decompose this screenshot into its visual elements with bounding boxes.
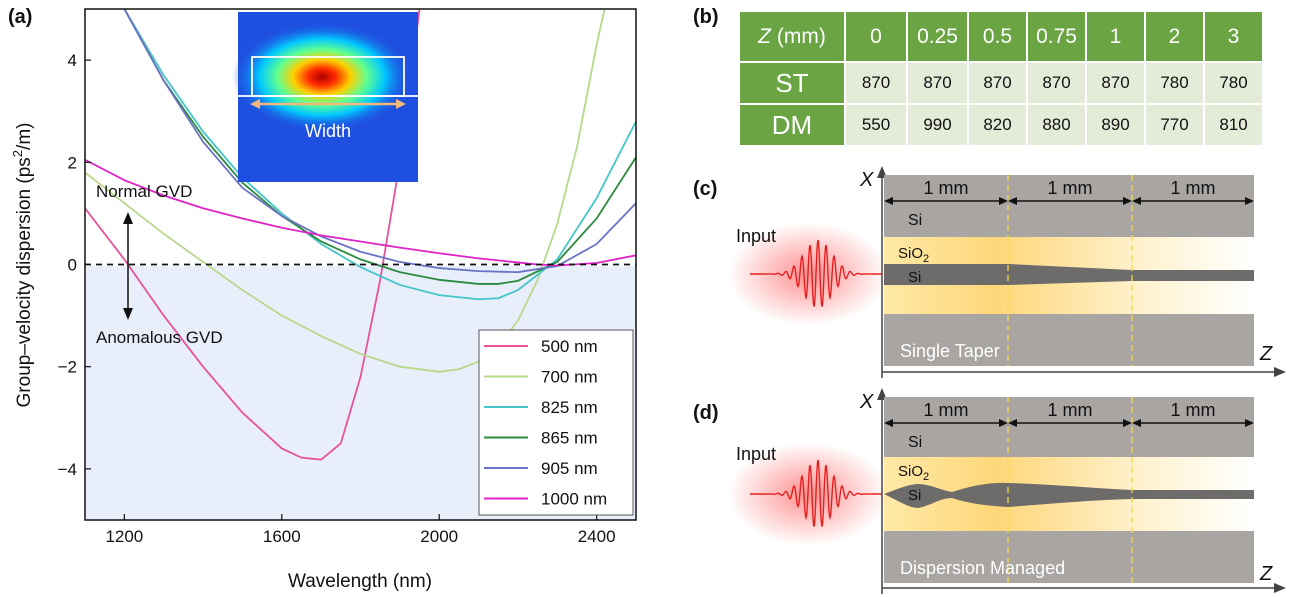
table-header-row: Z (mm) 0 0.25 0.5 0.75 1 2 3 <box>738 10 1264 63</box>
table-cell: 870 <box>1026 61 1087 105</box>
dispersion-managed-diagram: X Z 1 mm 1 mm 1 mm Si SiO2 Si Dispersion… <box>728 388 1286 594</box>
table-cell: 780 <box>1144 61 1205 105</box>
y-axis-title: Group–velocity dispersion (ps2/m) <box>10 123 35 408</box>
diagram-title: Single Taper <box>900 341 1000 361</box>
table-col-header: 2 <box>1144 10 1205 63</box>
table-col-header: 1 <box>1085 10 1146 63</box>
y-tick-label: −4 <box>58 460 77 479</box>
mode-inset: Width <box>232 12 418 182</box>
y-tick-label: 2 <box>68 153 77 172</box>
si-core-label: Si <box>908 487 921 504</box>
input-label: Input <box>736 444 776 464</box>
table-cell: 870 <box>967 61 1028 105</box>
si-core-managed <box>884 482 1254 508</box>
panel-label-b: (b) <box>693 6 719 28</box>
series-line-825-nm <box>123 9 636 301</box>
si-top-layer <box>884 397 1254 457</box>
arrow-up-icon <box>123 212 133 224</box>
table-cell: 870 <box>844 61 908 105</box>
panel-label-a: (a) <box>8 6 33 28</box>
panel-label-c: (c) <box>693 178 718 200</box>
segment-label-3: 1 mm <box>1171 178 1216 198</box>
si-top-label: Si <box>908 212 922 229</box>
table-row-label: DM <box>738 103 846 147</box>
table-cell: 820 <box>967 103 1028 147</box>
segment-label-1: 1 mm <box>924 178 969 198</box>
single-taper-diagram: X Z 1 mm 1 mm 1 mm Si SiO2 Si Single Tap… <box>728 166 1286 378</box>
diagram-title: Dispersion Managed <box>900 558 1065 578</box>
si-core-label: Si <box>908 269 921 286</box>
input-pulse <box>750 459 882 527</box>
y-tick-label: 0 <box>68 256 77 275</box>
table-cell: 870 <box>906 61 969 105</box>
x-tick-label: 2000 <box>420 527 458 546</box>
legend-label: 1000 nm <box>541 490 607 509</box>
table-col-header: 3 <box>1203 10 1264 63</box>
input-label: Input <box>736 226 776 246</box>
table-row-dm: DM 550 990 820 880 890 770 810 <box>738 103 1264 147</box>
legend-label: 500 nm <box>541 337 598 356</box>
table-cell: 870 <box>1085 61 1146 105</box>
series-line-500-nm <box>85 9 421 461</box>
series-layer <box>85 9 636 461</box>
table-col-header: 0.25 <box>906 10 969 63</box>
legend-label: 865 nm <box>541 429 598 448</box>
x-axis-label: X <box>859 169 874 191</box>
si-bottom-layer <box>884 531 1254 583</box>
table-row-label: ST <box>738 61 846 105</box>
tick-layer: 1200 1600 2000 2400 −4 −2 0 2 4 <box>58 51 616 546</box>
z-axis-label: Z <box>1259 343 1273 365</box>
si-core-taper <box>884 264 1254 285</box>
zero-crossing-table: Z (mm) 0 0.25 0.5 0.75 1 2 3 ST 870 870 … <box>738 10 1264 147</box>
series-line-905-nm <box>123 9 636 274</box>
segment-label-2: 1 mm <box>1048 178 1093 198</box>
table-cell: 780 <box>1203 61 1264 105</box>
inset-width-label: Width <box>305 121 351 141</box>
table-cell: 880 <box>1026 103 1087 147</box>
segment-label-3: 1 mm <box>1171 400 1216 420</box>
legend-label: 825 nm <box>541 398 598 417</box>
table-row-st: ST 870 870 870 870 870 780 780 <box>738 61 1264 105</box>
panel-label-d: (d) <box>693 402 719 424</box>
normal-gvd-label: Normal GVD <box>96 182 192 201</box>
si-top-label: Si <box>908 434 922 451</box>
gvd-chart: 1200 1600 2000 2400 −4 −2 0 2 4 Width Normal GVD… <box>10 8 637 592</box>
input-pulse <box>750 239 882 307</box>
sio2-label: SiO2 <box>898 463 929 483</box>
y-tick-label: 4 <box>68 51 77 70</box>
table-cell: 990 <box>906 103 969 147</box>
table-cell: 550 <box>844 103 908 147</box>
z-axis-label: Z <box>1259 563 1273 585</box>
table-cell: 890 <box>1085 103 1146 147</box>
z-axis-arrow-icon <box>1274 583 1286 593</box>
sio2-label: SiO2 <box>898 245 929 265</box>
x-tick-label: 1600 <box>263 527 301 546</box>
anomalous-gvd-label: Anomalous GVD <box>96 328 223 347</box>
table-col-header: 0.5 <box>967 10 1028 63</box>
si-top-layer <box>884 175 1254 237</box>
table-cell: 770 <box>1144 103 1205 147</box>
table-col-header: 0 <box>844 10 908 63</box>
si-bottom-layer <box>884 314 1254 366</box>
series-line-700-nm <box>85 9 606 373</box>
x-axis-label: X <box>859 391 874 413</box>
y-tick-label: −2 <box>58 358 77 377</box>
chart-legend: 500 nm 700 nm 825 nm 865 nm 905 nm 1000 nm <box>478 329 634 516</box>
table-header-z: Z (mm) <box>738 10 846 63</box>
segment-label-2: 1 mm <box>1048 400 1093 420</box>
legend-label: 905 nm <box>541 459 598 478</box>
z-axis-arrow-icon <box>1274 367 1286 377</box>
arrow-down-icon <box>123 308 133 320</box>
x-axis-title: Wavelength (nm) <box>288 571 432 592</box>
legend-label: 700 nm <box>541 368 598 387</box>
segment-label-1: 1 mm <box>924 400 969 420</box>
table-cell: 810 <box>1203 103 1264 147</box>
table-col-header: 0.75 <box>1026 10 1087 63</box>
x-tick-label: 2400 <box>578 527 616 546</box>
x-tick-label: 1200 <box>105 527 143 546</box>
